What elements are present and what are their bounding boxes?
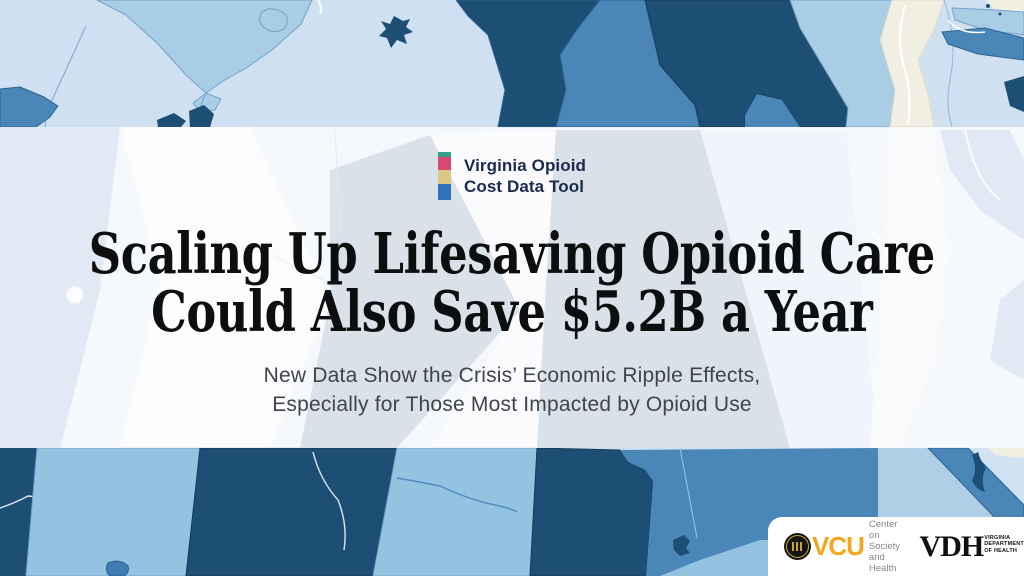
partner-logo-card: VCU Center on Society and Health VDH VIR… (768, 517, 1024, 576)
map-bottom-counties (0, 447, 1024, 576)
vcu-seal-temple (792, 542, 803, 551)
page-title: Scaling Up Lifesaving Opioid Care Could … (0, 225, 1024, 341)
vdh-logo: VDH VIRGINIA DEPARTMENT OF HEALTH (919, 529, 1024, 563)
title-line1: Scaling Up Lifesaving Opioid Care (88, 221, 936, 287)
vdh-acronym: VDH (919, 529, 985, 563)
vcu-org-line1: Center on Society (868, 519, 901, 552)
vcu-seal-icon (784, 533, 811, 560)
vdh-org-line2: DEPARTMENT (984, 541, 1024, 548)
hero-overlay-band: Virginia Opioid Cost Data Tool Scaling U… (0, 127, 1024, 448)
brand-name-line2: Cost Data Tool (463, 177, 585, 196)
map-top-counties (0, 0, 1024, 128)
vdh-org-line3: OF HEALTH (984, 547, 1018, 554)
title-line2: Could Also Save $5.2B a Year (151, 279, 873, 345)
logo-bar-blue (437, 184, 451, 200)
brand-lockup: Virginia Opioid Cost Data Tool (437, 152, 586, 200)
vdh-org-line1: VIRGINIA (984, 534, 1011, 541)
logo-bar-pink (437, 157, 451, 170)
subtitle-line1: New Data Show the Crisis’ Economic Rippl… (263, 364, 761, 387)
page-subtitle: New Data Show the Crisis’ Economic Rippl… (264, 361, 761, 419)
brand-name-line1: Virginia Opioid (463, 156, 587, 175)
logo-bar-gold (437, 170, 451, 184)
brand-name: Virginia Opioid Cost Data Tool (464, 155, 586, 197)
vcu-org-line2: and Health (868, 552, 897, 574)
vcu-acronym: VCU (812, 531, 865, 561)
vcu-logo: VCU Center on Society and Health (784, 519, 904, 574)
vcu-seal-ring (786, 535, 809, 558)
brand-logo-icon (437, 152, 451, 200)
vdh-org-name: VIRGINIA DEPARTMENT OF HEALTH (984, 535, 1024, 555)
vcu-org-name: Center on Society and Health (869, 519, 904, 574)
logo-bar-teal (437, 152, 451, 157)
subtitle-line2: Especially for Those Most Impacted by Op… (272, 393, 752, 416)
